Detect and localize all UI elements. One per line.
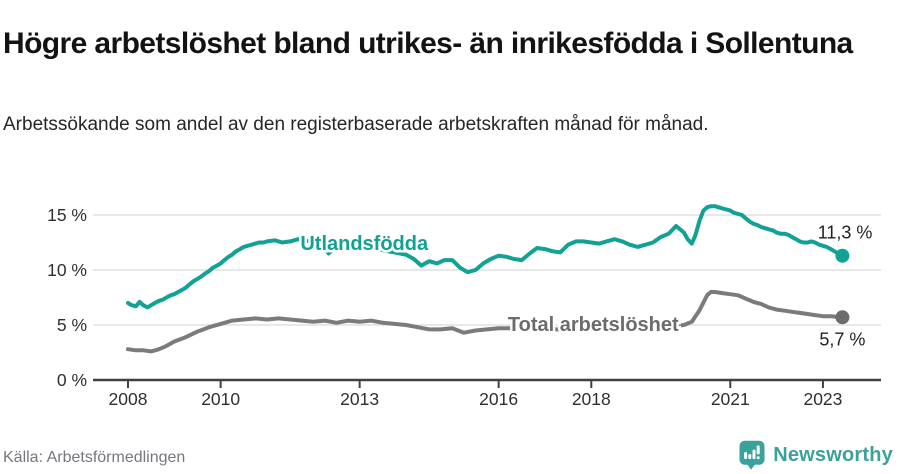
y-tick-label: 5 % [57,315,87,335]
series-line-utlandsfodda [126,204,845,310]
x-tick-label: 2023 [803,389,842,409]
y-tick-label: 10 % [47,260,87,280]
series-line-total-arbetsloshet [126,290,845,354]
source-note: Källa: Arbetsförmedlingen [3,449,186,466]
newsworthy-logo-icon [739,440,765,470]
series-label-utlandsfodda: Utlandsfödda [300,233,429,255]
page-title: Högre arbetslöshet bland utrikes- än inr… [3,27,853,61]
series-end-value-total-arbetsloshet: 5,7 % [819,329,865,349]
x-tick-label: 2013 [340,389,379,409]
series-label-total-arbetsloshet: Total arbetslöshet [508,314,679,336]
y-tick-label: 15 % [47,205,87,225]
x-tick-label: 2008 [109,389,148,409]
y-tick-label: 0 % [57,370,87,390]
series-end-value-utlandsfodda: 11,3 % [818,223,873,243]
x-tick-label: 2010 [201,389,240,409]
brand-logo: Newsworthy [738,440,893,470]
x-tick-label: 2016 [479,389,518,409]
unemployment-line-chart: 0 % 5 % 10 % 15 % 2008 2010 2013 2016 2018 2021 20… [47,204,881,409]
brand-name: Newsworthy [773,443,893,466]
x-tick-label: 2018 [572,389,611,409]
x-tick-label: 2021 [711,389,750,409]
page-subtitle: Arbetssökande som andel av den registerb… [3,114,709,135]
series-end-dot-utlandsfodda [835,248,850,263]
series-end-dot-total-arbetsloshet [835,310,850,325]
